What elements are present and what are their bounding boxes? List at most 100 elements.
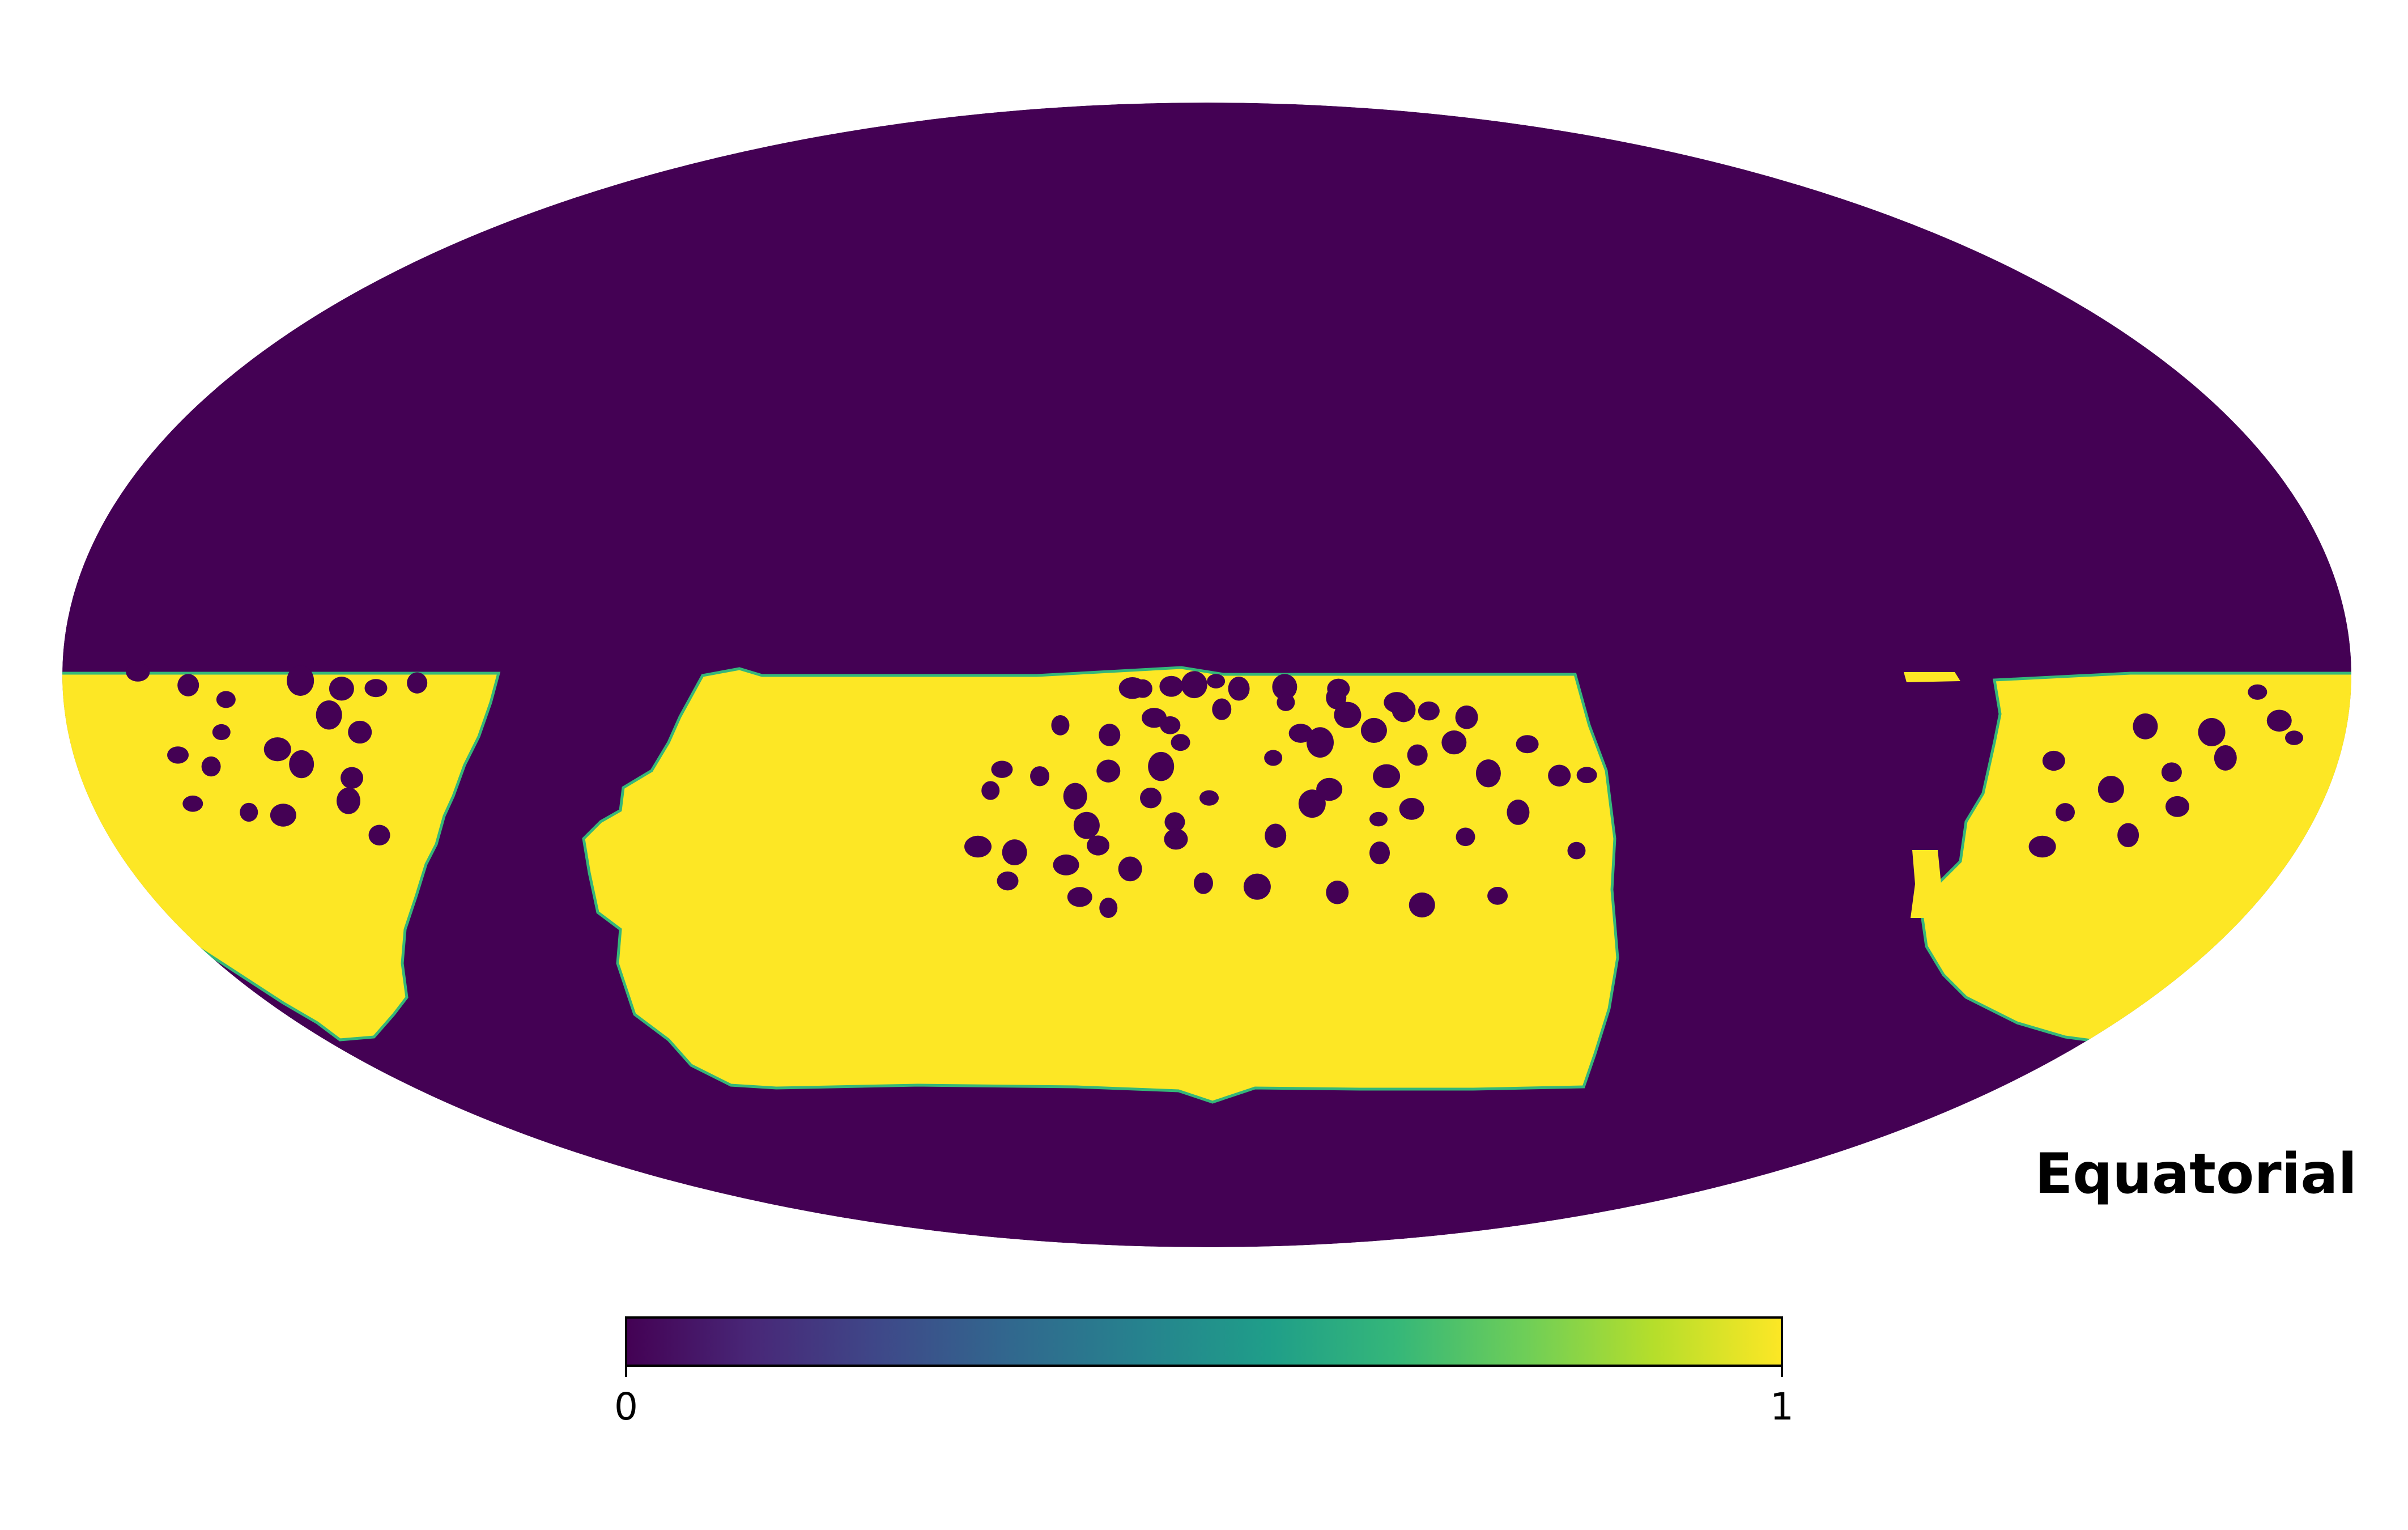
- colorbar-bar: [625, 1316, 1783, 1367]
- masked-source-hole: [1199, 790, 1219, 806]
- masked-source-hole: [1159, 675, 1184, 697]
- masked-sources-layer: [126, 662, 2303, 918]
- masked-source-hole: [1277, 694, 1295, 711]
- masked-source-hole: [1516, 735, 1539, 754]
- masked-source-hole: [981, 781, 1000, 800]
- masked-source-hole: [1392, 697, 1416, 722]
- masked-source-hole: [1306, 727, 1334, 758]
- masked-source-hole: [1567, 842, 1586, 860]
- masked-source-hole: [316, 700, 342, 730]
- masked-source-hole: [289, 750, 314, 779]
- masked-source-hole: [2165, 796, 2189, 817]
- masked-source-hole: [1373, 764, 1401, 788]
- masked-source-hole: [1212, 698, 1232, 720]
- masked-source-hole: [1087, 835, 1110, 856]
- masked-source-hole: [1002, 839, 1027, 865]
- masked-source-hole: [1369, 841, 1390, 865]
- masked-source-hole: [1096, 759, 1121, 783]
- masked-source-hole: [1228, 676, 1250, 701]
- masked-source-hole: [1326, 881, 1349, 904]
- masked-source-hole: [964, 835, 992, 858]
- masked-source-hole: [1298, 789, 1326, 818]
- masked-source-hole: [216, 691, 236, 708]
- masked-source-hole: [1576, 767, 1597, 784]
- masked-source-hole: [177, 674, 199, 696]
- masked-source-hole: [1334, 702, 1362, 728]
- masked-source-hole: [1118, 856, 1142, 882]
- masked-source-hole: [2266, 709, 2292, 732]
- masked-source-hole: [201, 756, 221, 777]
- masked-source-hole: [1171, 734, 1190, 751]
- masked-source-hole: [2056, 803, 2075, 822]
- masked-source-hole: [1455, 705, 1478, 729]
- masked-source-hole: [2198, 718, 2226, 746]
- masked-source-hole: [1507, 800, 1530, 825]
- masked-source-hole: [1164, 812, 1185, 832]
- masked-source-hole: [212, 724, 231, 741]
- masked-source-hole: [2042, 750, 2065, 771]
- masked-source-hole: [1099, 724, 1121, 746]
- masked-source-hole: [1399, 797, 1424, 820]
- masked-source-hole: [1067, 887, 1092, 907]
- masked-source-hole: [240, 802, 258, 822]
- masked-source-hole: [1548, 764, 1571, 787]
- masked-source-hole: [2248, 684, 2267, 700]
- masked-source-hole: [991, 760, 1013, 778]
- masked-source-hole: [329, 677, 354, 701]
- masked-source-hole: [1407, 744, 1428, 766]
- masked-source-hole: [1360, 717, 1387, 743]
- masked-source-hole: [1063, 783, 1087, 810]
- masked-source-hole: [2133, 713, 2158, 740]
- colorbar-max-label: 1: [1770, 1385, 1794, 1429]
- masked-source-hole: [364, 679, 388, 698]
- masked-source-hole: [167, 746, 189, 764]
- masked-source-hole: [1053, 854, 1079, 876]
- masked-source-hole: [1264, 750, 1283, 766]
- masked-source-hole: [1243, 873, 1271, 900]
- masked-source-hole: [270, 804, 296, 827]
- masked-source-hole: [2285, 730, 2303, 745]
- masked-source-hole: [1409, 892, 1435, 918]
- masked-source-hole: [263, 737, 291, 762]
- masked-source-hole: [2098, 776, 2124, 803]
- masked-source-hole: [287, 665, 314, 696]
- colorbar: 0 1: [614, 1316, 1794, 1429]
- masked-source-hole: [1073, 811, 1100, 839]
- masked-source-hole: [1456, 827, 1475, 847]
- masked-source-hole: [997, 871, 1019, 891]
- colorbar-min-label: 0: [614, 1385, 638, 1429]
- masked-source-hole: [126, 662, 150, 682]
- masked-source-hole: [1140, 787, 1162, 809]
- masked-source-hole: [1099, 898, 1118, 918]
- footprint-region-center: [582, 666, 1619, 1104]
- masked-source-hole: [1369, 811, 1388, 827]
- masked-source-hole: [182, 795, 203, 812]
- masked-source-hole: [2117, 823, 2139, 848]
- masked-source-hole: [341, 767, 364, 789]
- masked-source-hole: [1475, 759, 1501, 788]
- masked-source-hole: [348, 720, 372, 744]
- masked-source-hole: [1418, 701, 1440, 721]
- masked-source-hole: [368, 824, 390, 846]
- masked-source-hole: [2028, 835, 2056, 858]
- footprint-fragment-right-top: [1904, 672, 1960, 682]
- masked-source-hole: [1181, 671, 1207, 699]
- masked-source-hole: [1288, 724, 1313, 743]
- masked-source-hole: [1164, 828, 1188, 850]
- footprint-fragment-right: [1911, 850, 1942, 918]
- masked-source-hole: [1118, 677, 1146, 699]
- masked-source-hole: [1160, 716, 1181, 734]
- masked-source-hole: [1265, 823, 1287, 848]
- masked-source-hole: [1051, 715, 1070, 736]
- masked-source-hole: [407, 672, 428, 694]
- masked-source-hole: [1272, 674, 1297, 700]
- mollweide-map: [62, 103, 2351, 1247]
- masked-source-hole: [1193, 872, 1213, 894]
- masked-source-hole: [1148, 751, 1175, 781]
- masked-source-hole: [2161, 762, 2182, 782]
- masked-source-hole: [1207, 674, 1226, 688]
- masked-source-hole: [1441, 730, 1467, 755]
- masked-source-hole: [1487, 887, 1508, 905]
- masked-source-hole: [1030, 766, 1050, 787]
